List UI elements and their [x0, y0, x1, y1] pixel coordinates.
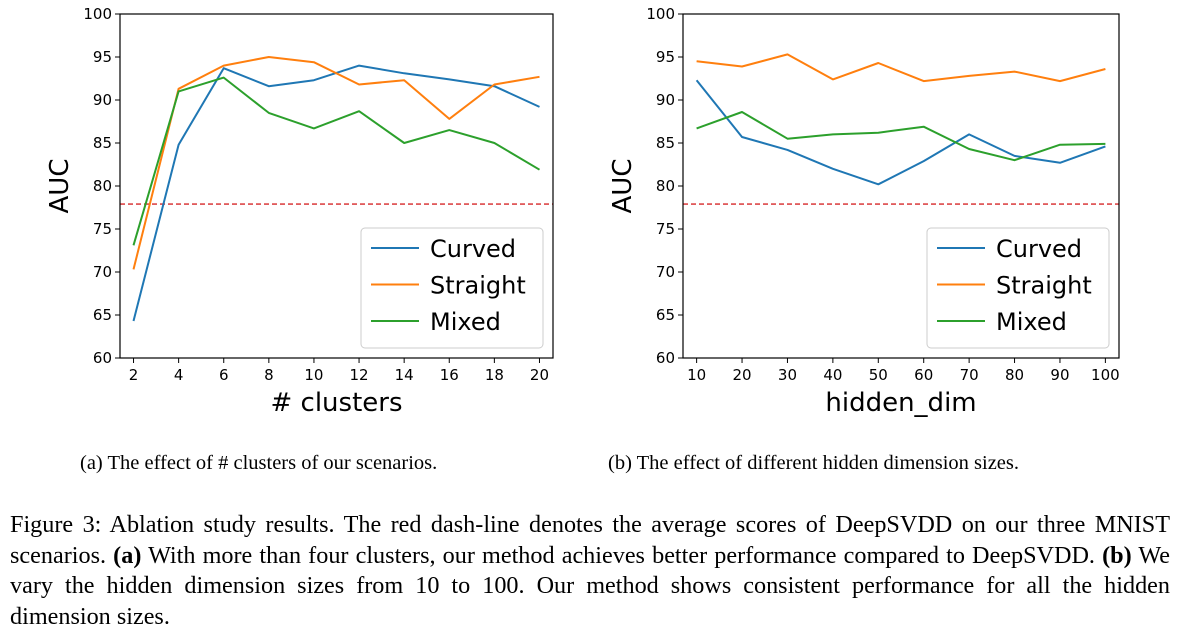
x-tick-label: 90 [1050, 366, 1069, 384]
x-tick-label: 100 [1091, 366, 1120, 384]
x-tick-label: 80 [1005, 366, 1024, 384]
caption-part-1: Figure 3: Ablation study results. The re… [10, 511, 1170, 569]
x-axis-label: # clusters [270, 388, 402, 418]
x-tick-label: 40 [823, 366, 842, 384]
legend-box [360, 227, 544, 349]
y-tick-label: 90 [656, 91, 675, 109]
legend-label-curved: Curved [430, 235, 516, 263]
plot-frame [119, 13, 554, 359]
legend-label-straight: Straight [996, 272, 1092, 300]
x-tick-label: 30 [778, 366, 797, 384]
x-tick-label: 70 [960, 366, 979, 384]
plot-frame [682, 13, 1120, 359]
x-tick-label: 10 [687, 366, 706, 384]
subcaption-a: (a) The effect of # clusters of our scen… [80, 452, 438, 474]
y-tick-label: 90 [93, 91, 112, 109]
subcaption-b: (b) The effect of different hidden dimen… [608, 452, 1020, 474]
x-tick-label: 4 [174, 366, 184, 384]
y-tick-label: 80 [93, 177, 112, 195]
legend: Curved Straight Mixed [360, 227, 544, 349]
y-tick-label: 100 [83, 5, 112, 23]
x-axis-label: hidden_dim [825, 388, 976, 418]
x-tick-label: 60 [914, 366, 933, 384]
y-tick-label: 65 [656, 306, 675, 324]
caption-part-3: We vary the hidden dimension sizes from … [10, 541, 1170, 630]
x-tick-label: 2 [129, 366, 139, 384]
x-tick-label: 50 [869, 366, 888, 384]
y-tick-label: 75 [656, 220, 675, 238]
chart-a: 60 65 70 75 80 85 90 95 100 2 4 6 8 10 12 14 16 18 20 # clu… [45, 5, 554, 418]
y-tick-label: 95 [656, 48, 675, 66]
caption-part-2: With more than four clusters, our method… [141, 541, 1103, 569]
figure-caption: Figure 3: Ablation study results. The re… [10, 510, 1170, 632]
caption-b-label: (b) [1102, 541, 1132, 569]
y-tick-label: 85 [93, 134, 112, 152]
legend: Curved Straight Mixed [926, 227, 1110, 349]
x-tick-label: 18 [485, 366, 504, 384]
series-line-straight [132, 56, 540, 270]
x-tick-label: 12 [350, 366, 369, 384]
y-tick-label: 95 [93, 48, 112, 66]
x-tick-label: 20 [530, 366, 549, 384]
caption-a-label: (a) [113, 541, 142, 569]
y-tick-label: 65 [93, 306, 112, 324]
y-tick-label: 60 [93, 349, 112, 367]
x-tick-label: 10 [304, 366, 323, 384]
chart-b: 60 65 70 75 80 85 90 95 100 10 20 30 40 50 60 70 80 90 100… [608, 5, 1120, 418]
y-axis-label: AUC [608, 159, 638, 214]
y-tick-label: 80 [656, 177, 675, 195]
y-tick-label: 70 [656, 263, 675, 281]
y-tick-label: 85 [656, 134, 675, 152]
legend-label-curved: Curved [996, 235, 1082, 263]
x-tick-label: 16 [440, 366, 459, 384]
x-tick-label: 14 [395, 366, 414, 384]
series-line-mixed [696, 111, 1106, 162]
y-tick-label: 70 [93, 263, 112, 281]
y-tick-label: 100 [646, 5, 675, 23]
legend-label-mixed: Mixed [430, 308, 501, 336]
series-line-curved [695, 79, 1106, 186]
series-line-straight [696, 53, 1106, 83]
x-tick-label: 20 [732, 366, 751, 384]
x-tick-label: 6 [219, 366, 229, 384]
series-line-mixed [132, 76, 541, 246]
legend-label-mixed: Mixed [996, 308, 1067, 336]
legend-label-straight: Straight [430, 272, 526, 300]
legend-box [926, 227, 1110, 349]
y-tick-label: 75 [93, 220, 112, 238]
y-tick-label: 60 [656, 349, 675, 367]
x-tick-label: 8 [264, 366, 274, 384]
y-axis-label: AUC [45, 159, 75, 214]
